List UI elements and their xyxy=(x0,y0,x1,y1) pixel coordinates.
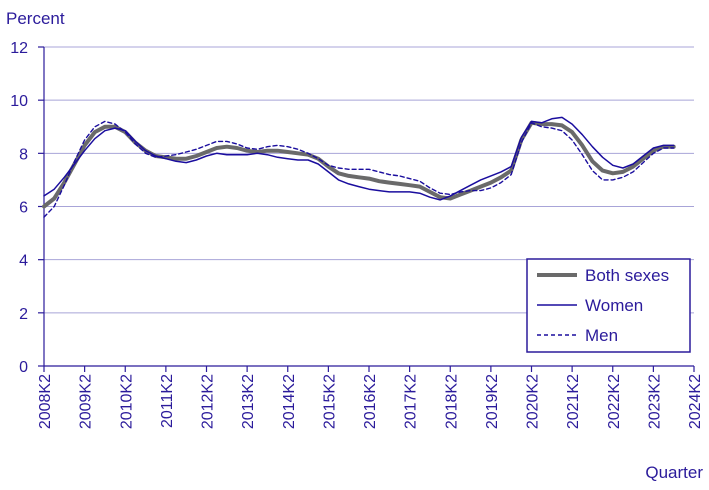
x-tick-label-7: 2015K2 xyxy=(321,374,338,429)
series-line-women xyxy=(43,116,675,201)
x-tick-label-8: 2016K2 xyxy=(362,374,379,429)
x-tick-label-10: 2018K2 xyxy=(443,374,460,429)
y-tick-label-3: 6 xyxy=(19,200,28,217)
y-tick-label-6: 12 xyxy=(10,40,28,57)
x-tick-label-5: 2013K2 xyxy=(240,374,257,429)
x-tick-labels: 2008K2 2009K2 2010K2 2011K2 2012K2 2013K2 2014… xyxy=(37,366,704,429)
x-tick-label-9: 2017K2 xyxy=(403,374,420,429)
legend-label-2: Men xyxy=(585,326,618,345)
legend: Both sexes Women Men xyxy=(526,258,691,353)
x-tick-label-4: 2012K2 xyxy=(200,374,217,429)
x-tick-label-3: 2011K2 xyxy=(159,374,176,428)
x-tick-label-2: 2010K2 xyxy=(118,374,135,429)
y-tick-label-0: 0 xyxy=(19,359,28,376)
series-lines xyxy=(42,116,676,218)
y-axis-label: Percent xyxy=(6,9,65,28)
x-tick-label-13: 2021K2 xyxy=(565,374,582,429)
x-tick-label-6: 2014K2 xyxy=(281,374,298,429)
x-tick-label-0: 2008K2 xyxy=(37,374,54,429)
y-tick-label-4: 8 xyxy=(19,146,28,163)
y-tick-label-5: 10 xyxy=(10,93,28,110)
x-tick-label-12: 2020K2 xyxy=(525,374,542,429)
legend-label-0: Both sexes xyxy=(585,266,669,285)
x-tick-label-14: 2022K2 xyxy=(606,374,623,429)
x-tick-label-11: 2019K2 xyxy=(484,374,501,429)
x-tick-label-15: 2023K2 xyxy=(646,374,663,429)
y-tick-label-1: 2 xyxy=(19,306,28,323)
series-line-both-sexes xyxy=(42,120,676,209)
y-tick-labels: 0 2 4 6 8 10 12 xyxy=(10,40,44,376)
x-tick-label-1: 2009K2 xyxy=(78,374,95,429)
legend-label-1: Women xyxy=(585,296,643,315)
x-tick-label-16: 2024K2 xyxy=(687,374,704,429)
y-tick-label-2: 4 xyxy=(19,253,28,270)
series-line-men xyxy=(43,120,675,218)
x-axis-label: Quarter xyxy=(645,463,703,482)
